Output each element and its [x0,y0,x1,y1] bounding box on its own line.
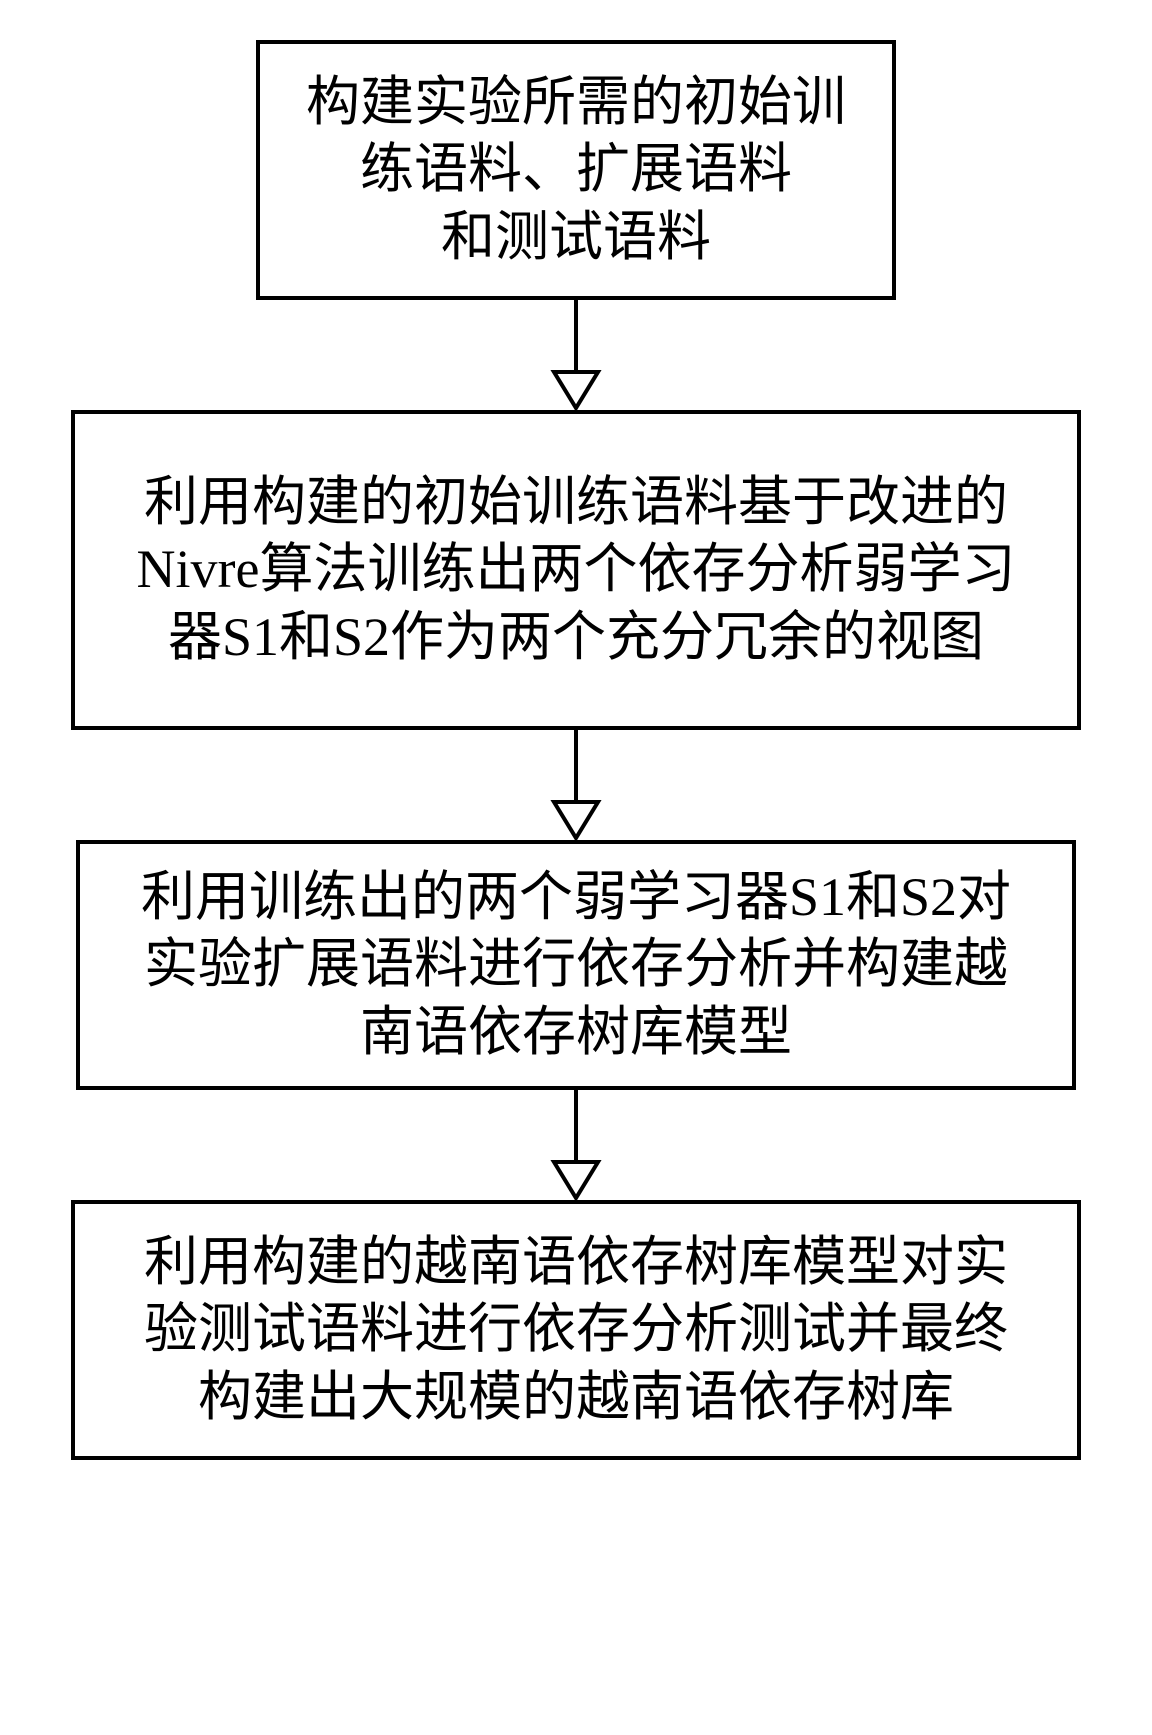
arrow-2 [546,730,606,840]
flow-node-4: 利用构建的越南语依存树库模型对实验测试语料进行依存分析测试并最终构建出大规模的越… [71,1200,1081,1460]
node-text: 利用构建的初始训练语料基于改进的Nivre算法训练出两个依存分析弱学习器S1和S… [137,469,1016,672]
flowchart-container: 构建实验所需的初始训练语料、扩展语料和测试语料 利用构建的初始训练语料基于改进的… [0,0,1152,1500]
arrow-1 [546,300,606,410]
arrow-3 [546,1090,606,1200]
flow-node-3: 利用训练出的两个弱学习器S1和S2对实验扩展语料进行依存分析并构建越南语依存树库… [76,840,1076,1090]
flow-node-2: 利用构建的初始训练语料基于改进的Nivre算法训练出两个依存分析弱学习器S1和S… [71,410,1081,730]
flow-node-1: 构建实验所需的初始训练语料、扩展语料和测试语料 [256,40,896,300]
node-text: 构建实验所需的初始训练语料、扩展语料和测试语料 [306,69,846,272]
node-text: 利用构建的越南语依存树库模型对实验测试语料进行依存分析测试并最终构建出大规模的越… [144,1229,1008,1432]
node-text: 利用训练出的两个弱学习器S1和S2对实验扩展语料进行依存分析并构建越南语依存树库… [141,864,1011,1067]
